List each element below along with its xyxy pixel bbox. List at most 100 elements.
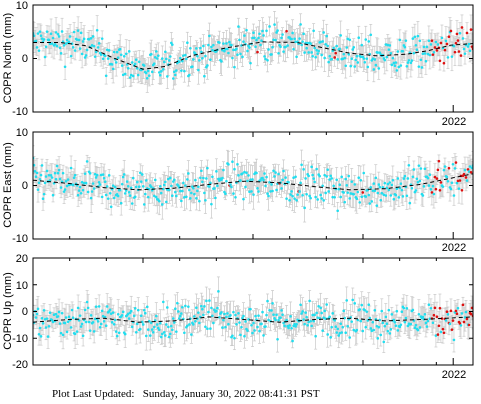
data-point	[305, 192, 308, 196]
data-point	[285, 197, 288, 200]
data-point	[336, 209, 339, 213]
data-point	[157, 71, 161, 74]
data-point	[77, 189, 81, 192]
data-point	[179, 56, 182, 60]
data-point	[65, 38, 69, 42]
data-point	[412, 168, 416, 171]
data-point-recent	[454, 41, 458, 45]
data-point	[450, 181, 454, 185]
data-point	[267, 48, 270, 51]
data-point	[81, 334, 85, 338]
data-point	[330, 57, 333, 61]
data-point	[224, 192, 227, 195]
data-point	[188, 188, 191, 192]
data-point	[71, 183, 75, 187]
data-point	[94, 50, 98, 54]
data-point	[118, 188, 122, 192]
data-point-recent	[454, 161, 458, 164]
data-point	[302, 32, 305, 36]
data-point	[393, 64, 397, 67]
data-point	[105, 185, 109, 188]
data-point	[44, 326, 48, 329]
data-point	[274, 38, 277, 42]
data-point	[301, 40, 304, 43]
data-point	[180, 199, 183, 203]
data-point	[344, 177, 348, 181]
data-point-recent	[449, 29, 453, 33]
data-point	[124, 189, 128, 192]
data-point	[112, 196, 116, 200]
data-point	[80, 180, 84, 184]
data-point	[171, 43, 174, 46]
data-point	[310, 51, 313, 54]
data-point	[394, 61, 398, 64]
data-point	[252, 31, 255, 35]
data-point	[428, 53, 432, 57]
data-point	[162, 60, 166, 64]
data-point-recent	[256, 50, 259, 54]
ytick-east-mid: 0	[22, 180, 28, 192]
data-point	[379, 198, 383, 202]
data-point	[384, 43, 388, 46]
data-point	[320, 53, 323, 57]
data-point	[70, 308, 74, 312]
data-point	[314, 55, 317, 59]
data-point	[312, 177, 315, 180]
data-point	[99, 173, 103, 177]
data-point	[144, 71, 148, 75]
data-point	[51, 36, 55, 40]
data-point	[42, 309, 46, 312]
data-point	[370, 200, 374, 203]
data-point	[112, 50, 116, 54]
data-point	[434, 40, 438, 44]
data-point	[84, 181, 88, 185]
data-point-recent	[466, 168, 470, 171]
data-point	[400, 188, 404, 192]
data-point	[422, 185, 426, 188]
data-point	[161, 187, 165, 191]
data-point	[209, 181, 212, 185]
data-point	[89, 36, 93, 40]
data-point	[407, 59, 411, 62]
data-point-recent	[469, 171, 473, 174]
data-point	[321, 40, 324, 43]
data-point	[118, 47, 122, 51]
data-point	[203, 74, 206, 78]
data-point	[327, 60, 330, 64]
data-point	[332, 184, 335, 188]
data-point	[208, 34, 211, 38]
data-point	[150, 189, 154, 192]
data-point	[242, 197, 245, 201]
data-point	[397, 196, 401, 199]
data-point	[232, 48, 235, 52]
data-point	[327, 190, 330, 193]
data-point	[43, 55, 47, 59]
ytick-north-mid: 0	[22, 53, 28, 65]
data-point	[229, 183, 232, 186]
data-point	[378, 185, 382, 189]
data-point	[322, 199, 325, 202]
data-point	[328, 178, 331, 181]
data-point	[210, 202, 213, 206]
data-point	[120, 64, 124, 67]
data-point	[457, 187, 461, 190]
data-point	[72, 176, 76, 180]
data-point	[51, 320, 55, 324]
data-point	[173, 70, 176, 74]
data-point	[78, 314, 82, 317]
data-point	[231, 56, 234, 60]
data-point-recent	[460, 188, 464, 192]
data-point	[95, 28, 99, 32]
data-point	[149, 52, 153, 56]
data-point	[279, 45, 282, 49]
data-point	[56, 315, 60, 318]
data-point	[238, 38, 241, 42]
data-point	[373, 58, 377, 61]
data-point	[359, 179, 363, 182]
data-point	[355, 197, 359, 201]
data-point	[88, 172, 92, 175]
data-point	[404, 39, 408, 42]
data-point-recent	[464, 176, 468, 179]
data-point	[446, 180, 450, 183]
data-point	[166, 75, 169, 78]
